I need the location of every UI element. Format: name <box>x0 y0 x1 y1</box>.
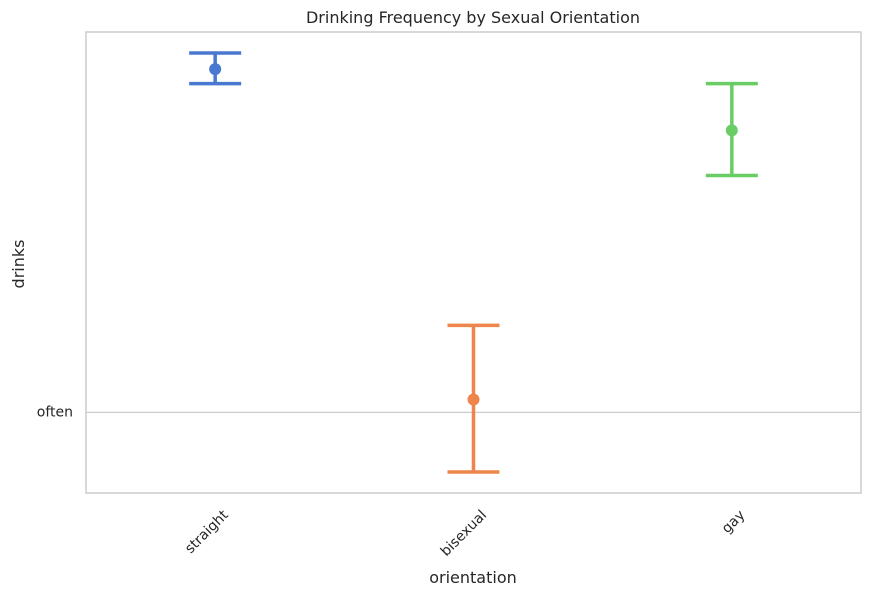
x-axis-label: orientation <box>429 568 517 587</box>
mean-point-gay <box>725 124 738 137</box>
y-axis-label: drinks <box>9 240 28 289</box>
mean-point-straight <box>209 63 222 76</box>
x-tick-label-straight: straight <box>182 507 232 557</box>
x-tick-labels: straight bisexual gay <box>182 507 748 560</box>
point-marks <box>189 51 758 474</box>
point-group-gay <box>705 81 758 178</box>
x-tick-label-gay: gay <box>719 507 749 537</box>
y-tick-label-often: often <box>37 404 73 420</box>
mean-point-bisexual <box>467 393 480 406</box>
chart-title: Drinking Frequency by Sexual Orientation <box>306 8 640 27</box>
x-tick-label-bisexual: bisexual <box>438 507 490 559</box>
point-group-bisexual <box>447 323 500 474</box>
point-group-straight <box>189 51 242 86</box>
